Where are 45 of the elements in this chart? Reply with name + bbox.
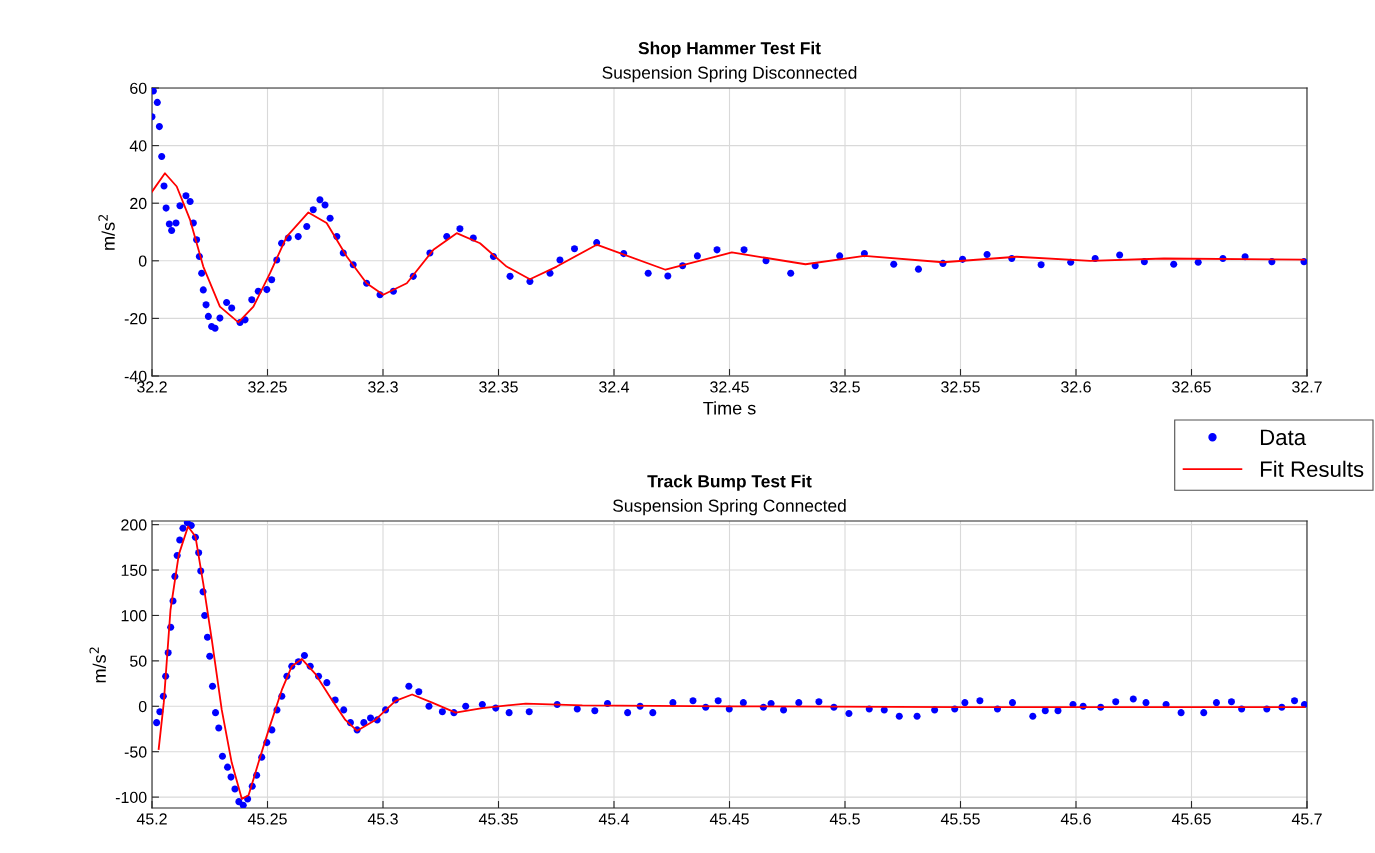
x-tick-label: 45.5 xyxy=(829,813,860,825)
x-tick-label: 45.45 xyxy=(709,813,749,825)
x-tick-label: 32.5 xyxy=(830,381,860,393)
y-tick-label: 100 xyxy=(121,610,147,622)
x-tick-label: 45.7 xyxy=(1291,813,1322,825)
x-tick-label: 32.2 xyxy=(137,381,167,393)
x-tick-label: 45.2 xyxy=(136,813,167,825)
y-tick-label: -50 xyxy=(124,746,147,758)
x-tick-label: 32.7 xyxy=(1292,381,1322,393)
y-tick-label: 200 xyxy=(121,519,147,531)
y-axis-title: m/s$^{2}$ xyxy=(98,214,115,250)
y-tick-label: 20 xyxy=(130,197,147,210)
x-tick-label: 32.35 xyxy=(479,381,518,393)
legend-label: Data xyxy=(1260,429,1307,446)
x-tick-label: 32.3 xyxy=(368,381,398,393)
x-tick-label: 32.45 xyxy=(710,381,749,393)
x-tick-label: 32.4 xyxy=(599,381,630,393)
x-tick-label: 45.4 xyxy=(598,813,630,825)
x-tick-label: 32.55 xyxy=(941,381,980,393)
chart-subtitle: Suspension Spring Connected xyxy=(613,499,846,516)
y-tick-label: -40 xyxy=(124,370,147,382)
x-tick-label: 45.65 xyxy=(1171,813,1211,825)
y-tick-label: 40 xyxy=(129,140,147,152)
x-tick-label: 45.55 xyxy=(940,813,980,825)
chart-title: Track Bump Test Fit xyxy=(647,474,812,491)
x-tick-label: 45.35 xyxy=(478,813,518,825)
chart-subtitle: Suspension Spring Disconnected xyxy=(602,66,857,83)
x-tick-label: 32.6 xyxy=(1061,381,1091,393)
y-tick-label: -100 xyxy=(115,791,147,804)
y-axis-title: m/s$^{2}$ xyxy=(89,647,106,683)
x-tick-label: 32.65 xyxy=(1172,381,1211,393)
y-tick-label: -20 xyxy=(124,313,147,325)
x-axis-title: Time s xyxy=(703,401,756,415)
legend-label: Fit Results xyxy=(1260,460,1364,478)
y-tick-label: 150 xyxy=(121,564,147,576)
x-tick-label: 45.25 xyxy=(247,813,287,825)
x-tick-label: 45.6 xyxy=(1060,813,1091,825)
y-tick-label: 60 xyxy=(130,82,147,94)
y-tick-label: 0 xyxy=(138,700,147,713)
y-tick-label: 0 xyxy=(138,255,147,267)
x-tick-label: 45.3 xyxy=(367,813,398,825)
y-tick-label: 50 xyxy=(130,655,147,667)
x-tick-label: 32.25 xyxy=(248,381,287,393)
line-series xyxy=(152,172,1305,324)
chart-title: Shop Hammer Test Fit xyxy=(638,41,821,58)
